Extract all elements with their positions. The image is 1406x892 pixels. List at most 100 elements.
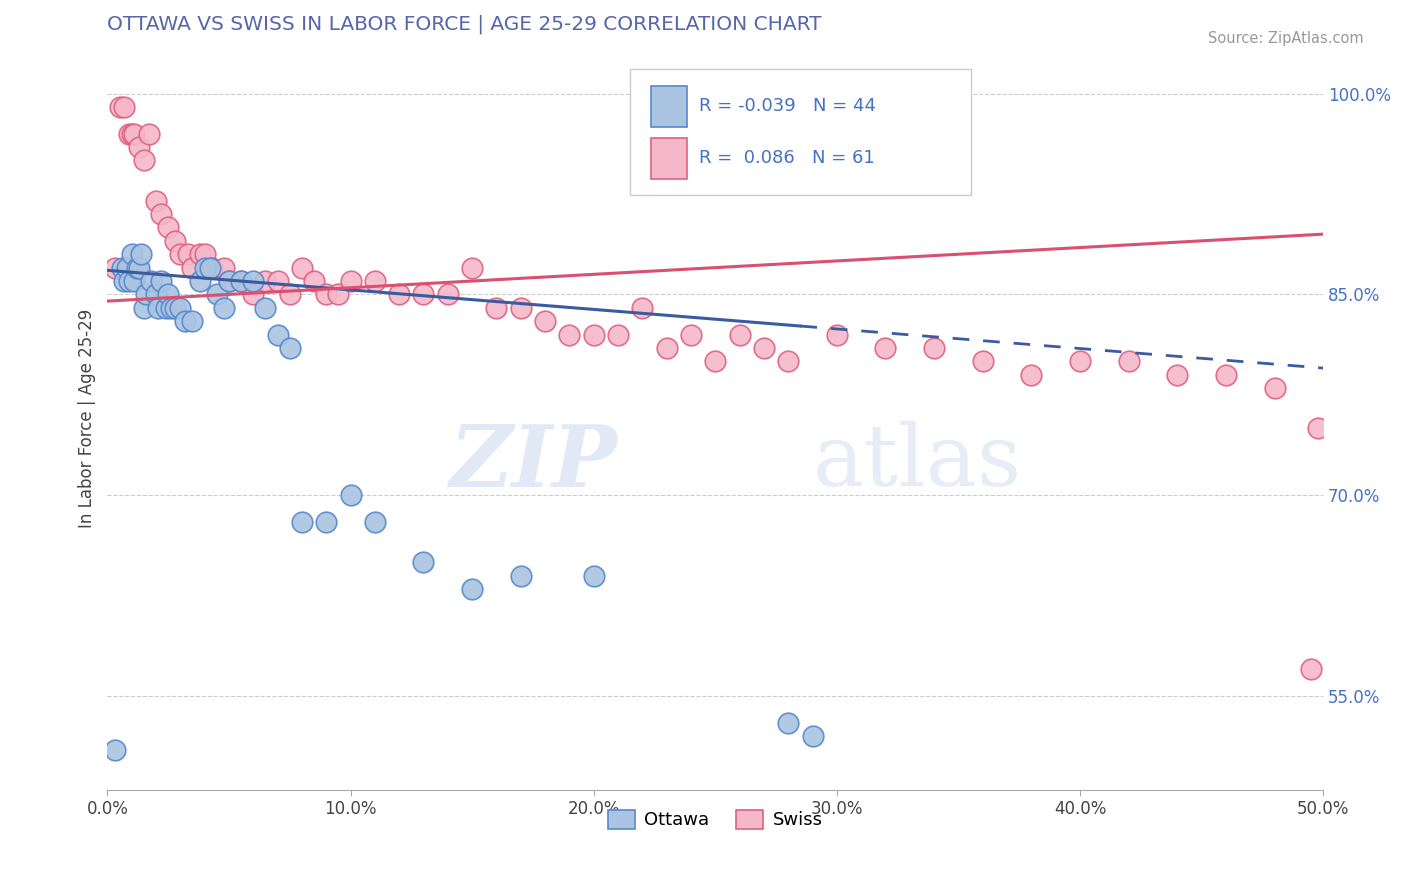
Point — [254, 301, 277, 315]
Point — [582, 327, 605, 342]
Point — [254, 274, 277, 288]
Point — [266, 327, 288, 342]
Point — [157, 220, 180, 235]
Point — [115, 260, 138, 275]
Point — [112, 274, 135, 288]
Point — [825, 327, 848, 342]
Text: atlas: atlas — [813, 421, 1022, 505]
Point — [302, 274, 325, 288]
Point — [364, 274, 387, 288]
Text: R =  0.086   N = 61: R = 0.086 N = 61 — [699, 149, 875, 167]
Point — [461, 582, 484, 596]
Point — [728, 327, 751, 342]
Point — [111, 260, 134, 275]
Point — [132, 153, 155, 168]
Text: R = -0.039   N = 44: R = -0.039 N = 44 — [699, 97, 876, 115]
Point — [108, 100, 131, 114]
Point — [176, 247, 198, 261]
Point — [436, 287, 458, 301]
Point — [122, 127, 145, 141]
Point — [138, 127, 160, 141]
Point — [118, 127, 141, 141]
Point — [145, 287, 167, 301]
Point — [165, 301, 187, 315]
Point — [169, 301, 191, 315]
Point — [121, 127, 143, 141]
Text: Source: ZipAtlas.com: Source: ZipAtlas.com — [1208, 31, 1364, 46]
Point — [1308, 421, 1330, 435]
Point — [157, 287, 180, 301]
Point — [149, 207, 172, 221]
Point — [607, 327, 630, 342]
Point — [509, 301, 531, 315]
Point — [229, 274, 252, 288]
Point — [388, 287, 411, 301]
Bar — [651, 86, 688, 127]
Point — [412, 287, 434, 301]
Point — [801, 730, 824, 744]
Point — [218, 274, 240, 288]
Point — [1263, 381, 1285, 395]
Point — [188, 274, 211, 288]
Point — [198, 260, 221, 275]
Point — [1118, 354, 1140, 368]
Point — [278, 341, 301, 355]
Point — [315, 515, 337, 529]
Point — [339, 274, 361, 288]
Point — [194, 260, 217, 275]
Point — [218, 274, 240, 288]
Point — [229, 274, 252, 288]
Point — [534, 314, 557, 328]
Point — [159, 301, 181, 315]
Point — [509, 568, 531, 582]
Point — [339, 488, 361, 502]
Point — [125, 260, 148, 275]
Point — [128, 260, 150, 275]
Point — [181, 314, 204, 328]
Point — [278, 287, 301, 301]
Point — [631, 301, 654, 315]
Point — [291, 515, 314, 529]
Point — [1215, 368, 1237, 382]
Point — [266, 274, 288, 288]
Point — [582, 568, 605, 582]
Point — [972, 354, 994, 368]
Point — [118, 274, 141, 288]
Point — [188, 247, 211, 261]
Text: ZIP: ZIP — [450, 421, 619, 505]
Point — [778, 354, 800, 368]
Point — [655, 341, 678, 355]
Point — [104, 743, 127, 757]
Point — [1166, 368, 1188, 382]
Point — [132, 301, 155, 315]
Point — [122, 274, 145, 288]
Point — [212, 260, 235, 275]
Bar — [651, 137, 688, 178]
Point — [704, 354, 727, 368]
Point — [1069, 354, 1091, 368]
Point — [1299, 662, 1322, 676]
Point — [679, 327, 702, 342]
Text: OTTAWA VS SWISS IN LABOR FORCE | AGE 25-29 CORRELATION CHART: OTTAWA VS SWISS IN LABOR FORCE | AGE 25-… — [107, 15, 823, 35]
Point — [165, 234, 187, 248]
Point — [181, 260, 204, 275]
Point — [558, 327, 581, 342]
Point — [128, 140, 150, 154]
Point — [485, 301, 508, 315]
Point — [148, 301, 170, 315]
Point — [752, 341, 775, 355]
Point — [212, 301, 235, 315]
Point — [778, 715, 800, 730]
Point — [291, 260, 314, 275]
Point — [104, 260, 127, 275]
Point — [364, 515, 387, 529]
Point — [149, 274, 172, 288]
Point — [174, 314, 197, 328]
Point — [461, 260, 484, 275]
Point — [194, 247, 217, 261]
Point — [141, 274, 163, 288]
Legend: Ottawa, Swiss: Ottawa, Swiss — [600, 803, 830, 837]
Point — [155, 301, 177, 315]
Point — [131, 247, 153, 261]
Point — [135, 287, 157, 301]
